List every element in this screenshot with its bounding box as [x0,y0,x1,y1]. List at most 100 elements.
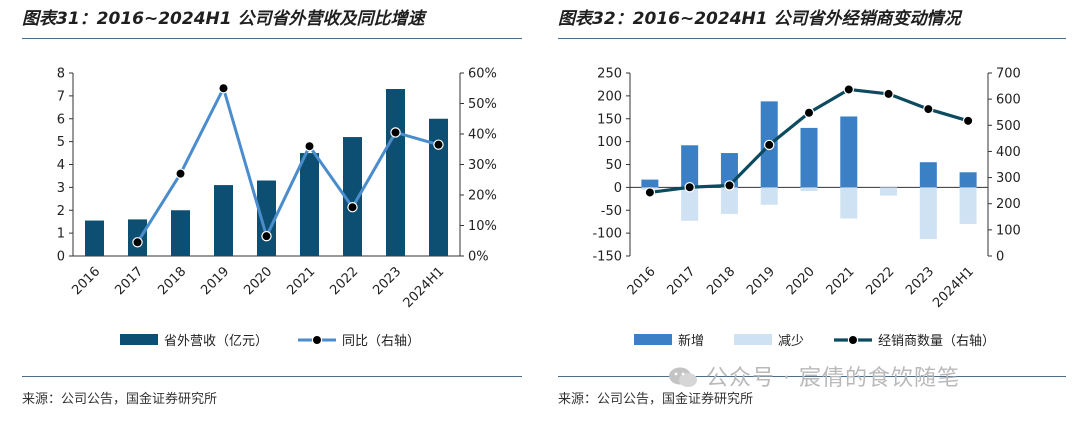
right-category-label: 2024H1 [930,264,977,311]
right-bar-2020 [800,187,818,192]
right-right-tick-label: 700 [996,67,1021,82]
left-point-2017 [132,237,143,248]
right-bar-2017 [681,187,699,221]
right-legend-marker [847,334,859,346]
left-legend-swatch [120,334,158,345]
left-right-tick-label: 50% [468,97,497,112]
right-point-2023 [923,103,934,115]
right-legend-label: 新增 [678,333,704,349]
right-bar-2024H1 [959,187,977,224]
right-point-2022 [883,88,894,100]
right-right-tick-label: 600 [996,93,1021,108]
left-category-label: 2020 [241,264,275,298]
right-category-label: 2019 [744,264,778,298]
right-right-tick-label: 500 [996,119,1021,134]
left-point-2020 [261,230,272,242]
right-left-tick-label: 50 [605,158,622,173]
left-legend-label: 省外营收（亿元） [164,334,268,349]
left-category-label: 2024H1 [401,264,448,311]
right-point-2016 [644,187,656,198]
left-category-label: 2018 [155,264,189,298]
left-point-2021 [304,140,315,152]
left-bar-2024H1 [429,118,448,256]
right-right-tick-label: 400 [996,145,1021,160]
left-right-tick-label: 60% [468,67,497,82]
left-left-tick-label: 8 [57,67,65,82]
left-bar-2019 [214,185,233,256]
right-left-tick-label: -100 [592,227,622,242]
right-right-tick-label: 200 [996,197,1021,212]
left-right-tick-label: 30% [468,158,497,173]
left-legend-marker [311,334,323,346]
left-left-tick-label: 3 [57,181,65,196]
right-bar-2018 [720,187,738,214]
right-bar-2023 [919,162,937,188]
right-bar-2022 [880,187,898,196]
left-point-2019 [218,83,229,94]
left-chart: 0 1 2 3 4 5 6 7 8 0% 10% 20% 30% 40% 50% 60% 2016 2017 201… [57,67,497,350]
right-point-2018 [724,180,735,191]
wechat-icon [669,367,697,387]
left-right-tick-label: 40% [468,128,497,143]
right-point-2019 [764,139,775,151]
right-legend-swatch [734,334,772,345]
left-left-tick-label: 0 [57,250,65,265]
left-left-tick-label: 7 [57,89,65,104]
right-left-tick-label: 250 [597,67,622,82]
right-left-tick-label: -150 [592,250,622,265]
left-bar-2023 [386,89,405,256]
right-category-label: 2022 [863,264,897,298]
left-category-label: 2017 [112,264,146,298]
right-point-2020 [803,107,815,118]
right-left-tick-label: 0 [614,181,622,196]
right-bar-2018 [720,153,738,188]
left-category-label: 2016 [69,264,103,298]
right-bar-2023 [919,187,937,240]
right-category-label: 2020 [784,264,818,298]
right-bar-2021 [840,116,858,188]
left-point-2022 [347,201,358,213]
right-point-2021 [843,84,854,95]
right-right-tick-label: 300 [996,171,1021,186]
right-chart: -150 -100 -50 0 50 100 150 200 250 0 100 200 300 400 5… [592,67,1021,350]
right-left-tick-label: -50 [601,204,622,219]
right-point-2024H1 [962,115,974,127]
left-bar-2022 [343,137,362,256]
right-category-label: 2023 [903,264,937,298]
right-legend-label: 减少 [778,334,804,349]
right-legend-swatch [634,334,672,345]
left-point-2024H1 [433,139,444,150]
right-legend-label: 经销商数量（右轴） [878,334,995,349]
left-category-label: 2019 [198,264,232,298]
right-category-label: 2016 [625,264,659,298]
left-left-tick-label: 6 [57,112,65,127]
right-bar-2016 [641,179,659,188]
right-right-tick-label: 100 [996,223,1021,238]
left-source: 来源：公司公告，国金证券研究所 [22,392,218,407]
left-category-label: 2023 [370,264,404,298]
right-source: 来源：公司公告，国金证券研究所 [558,392,754,407]
left-category-label: 2022 [327,264,361,298]
left-point-2018 [175,168,186,179]
right-bar-2019 [760,187,778,205]
left-right-tick-label: 0% [468,250,489,265]
right-point-2017 [684,182,695,193]
right-bar-2021 [840,187,858,219]
right-left-tick-label: 100 [597,135,622,150]
right-left-tick-label: 150 [597,112,622,127]
left-title-rule [22,38,522,39]
right-category-label: 2018 [704,264,738,298]
left-left-tick-label: 1 [57,227,65,242]
left-point-2023 [390,127,401,138]
left-series-line [136,86,439,244]
right-bar-2017 [681,145,699,188]
right-bar-2020 [800,127,818,188]
left-bottom-rule [22,376,522,377]
watermark-text: 公众号 · 宸倩的食饮随笔 [706,366,960,391]
left-right-tick-label: 10% [468,219,497,234]
right-figure-title: 图表32：2016~2024H1 公司省外经销商变动情况 [558,9,961,29]
left-legend-label: 同比（右轴） [342,334,420,349]
left-left-tick-label: 5 [57,135,65,150]
right-category-label: 2021 [824,264,858,298]
left-left-tick-label: 2 [57,204,65,219]
